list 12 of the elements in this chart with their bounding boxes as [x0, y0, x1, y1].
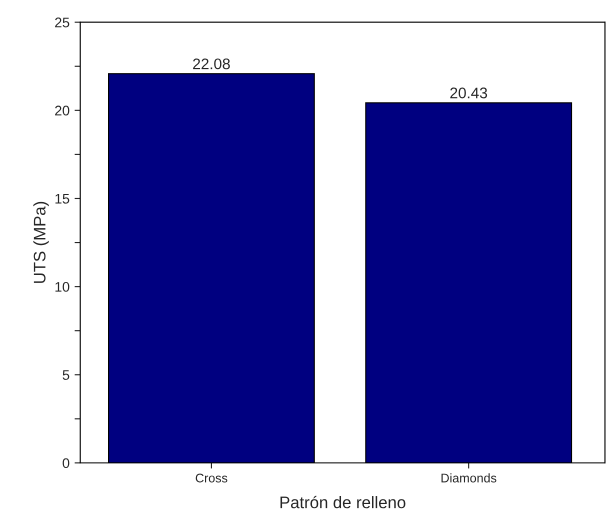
x-axis-title: Patrón de relleno — [280, 496, 406, 508]
y-tick-label: 5 — [62, 370, 70, 380]
y-axis-title: UTS (MPa) — [33, 202, 49, 283]
y-tick-label: 25 — [55, 18, 70, 28]
y-tick-label: 15 — [55, 194, 70, 204]
y-tick-label: 0 — [62, 458, 70, 468]
x-tick-label: Diamonds — [442, 473, 496, 482]
data-label: 20.43 — [450, 88, 488, 98]
y-tick-label: 20 — [55, 106, 70, 116]
y-tick-label: 10 — [55, 282, 70, 292]
x-tick-label: Cross — [196, 474, 228, 482]
data-label: 22.08 — [193, 58, 230, 70]
